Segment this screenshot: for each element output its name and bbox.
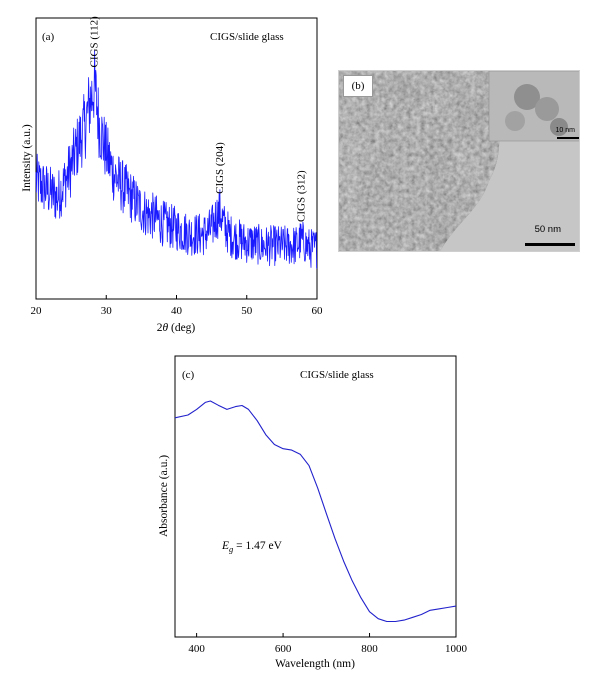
x-tick-label: 50 <box>241 305 253 317</box>
absorbance-y-axis-title: Absorbance (a.u.) <box>158 455 170 537</box>
xrd-chart: 20 30 40 50 60 (a) CIGS/slide glass CIGS (11… <box>21 16 323 334</box>
xrd-series-line <box>35 50 318 269</box>
x-tick-label: 400 <box>188 643 205 655</box>
peak-label: CIGS (204) <box>214 142 226 194</box>
peak-label: CIGS (312) <box>296 170 308 222</box>
tem-micrograph-image <box>339 71 579 251</box>
xrd-sample-annotation: CIGS/slide glass <box>210 31 284 43</box>
tem-inset-scale-bar-label: 10 nm <box>555 127 575 134</box>
absorbance-sample-annotation: CIGS/slide glass <box>300 369 374 381</box>
absorbance-chart: 400 600 800 1000 (c) CIGS/slide glass Eg = … <box>158 355 468 670</box>
x-tick-label: 40 <box>171 305 183 317</box>
absorbance-series-line <box>174 400 457 623</box>
xrd-x-axis-title: 2θ (deg) <box>157 322 196 334</box>
x-tick-label: 60 <box>312 305 324 317</box>
xrd-y-axis-title: Intensity (a.u.) <box>21 124 33 192</box>
x-tick-label: 30 <box>101 305 113 317</box>
xrd-peak-labels: CIGS (112) CIGS (204) CIGS (312) <box>88 16 307 222</box>
tem-panel-tag: (b) <box>343 75 373 97</box>
x-tick-label: 1000 <box>445 643 468 655</box>
xrd-panel-tag: (a) <box>42 31 55 43</box>
absorbance-x-ticks: 400 600 800 1000 <box>188 633 468 655</box>
absorbance-plot-frame <box>174 355 457 638</box>
tem-scale-bar-label: 50 nm <box>534 224 561 235</box>
absorbance-panel-tag: (c) <box>182 369 195 381</box>
band-gap-annotation: Eg = 1.47 eV <box>221 540 283 554</box>
x-tick-label: 800 <box>361 643 378 655</box>
absorbance-x-axis-title: Wavelength (nm) <box>275 658 355 670</box>
peak-label: CIGS (112) <box>88 16 100 68</box>
x-tick-label: 20 <box>31 305 43 317</box>
x-tick-label: 600 <box>275 643 292 655</box>
xrd-x-ticks: 20 30 40 50 60 <box>31 295 324 317</box>
tem-image-panel: (b) 50 nm 10 nm <box>338 70 580 252</box>
